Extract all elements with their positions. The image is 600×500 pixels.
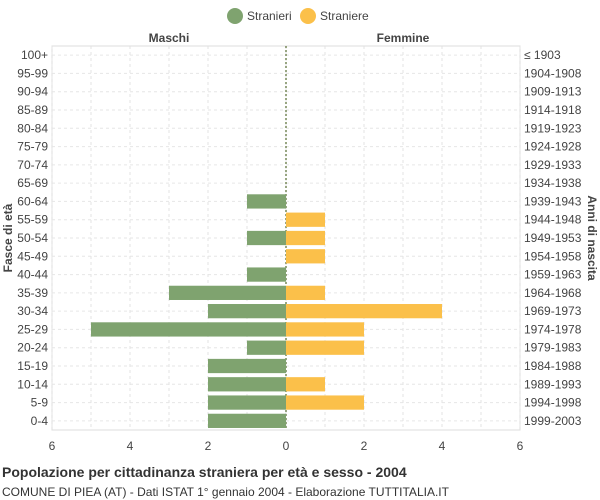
- legend-swatch-straniere: [300, 8, 316, 24]
- birth-year-label: 1929-1933: [524, 158, 582, 172]
- birth-year-label: 1979-1983: [524, 341, 582, 355]
- age-group-label: 95-99: [17, 66, 48, 80]
- birth-year-label: 1939-1943: [524, 194, 582, 208]
- birth-year-label: 1959-1963: [524, 268, 582, 282]
- header-maschi: Maschi: [149, 31, 190, 45]
- bar-stranieri-5-9: [208, 395, 286, 410]
- bar-stranieri-50-54: [247, 230, 286, 246]
- labels: 100+ ≤ 1903 95-99 1904-1908 90-94 1909-1913 85…: [1, 31, 599, 453]
- bar-stranieri-60-64: [247, 194, 286, 209]
- birth-year-label: 1909-1913: [524, 85, 582, 99]
- legend-label-straniere: Straniere: [320, 9, 369, 23]
- chart-title: Popolazione per cittadinanza straniera p…: [2, 464, 407, 480]
- age-group-label: 65-69: [17, 176, 48, 190]
- x-tick-label: 2: [205, 439, 212, 453]
- age-group-label: 15-19: [17, 359, 48, 373]
- x-tick-label: 6: [49, 439, 56, 453]
- x-tick-label: 0: [283, 439, 290, 453]
- bars: [91, 194, 442, 428]
- bar-straniere-30-34: [286, 304, 442, 319]
- legend-label-stranieri: Stranieri: [247, 9, 292, 23]
- bar-stranieri-25-29: [91, 322, 286, 337]
- age-group-label: 80-84: [17, 121, 48, 135]
- bar-stranieri-30-34: [208, 304, 286, 319]
- birth-year-label: 1914-1918: [524, 103, 582, 117]
- bar-straniere-25-29: [286, 322, 364, 337]
- x-tick-label: 4: [127, 439, 134, 453]
- birth-year-label: 1984-1988: [524, 359, 582, 373]
- bar-straniere-5-9: [286, 395, 364, 410]
- birth-year-label: 1964-1968: [524, 286, 582, 300]
- bar-stranieri-35-39: [169, 285, 286, 300]
- bar-stranieri-0-4: [208, 413, 286, 428]
- age-group-label: 30-34: [17, 304, 48, 318]
- bar-straniere-45-49: [286, 249, 325, 264]
- age-group-label: 60-64: [17, 194, 48, 208]
- age-group-label: 25-29: [17, 322, 48, 336]
- legend-swatch-stranieri: [227, 8, 243, 24]
- bar-stranieri-40-44: [247, 267, 286, 282]
- age-group-label: 90-94: [17, 85, 48, 99]
- age-group-label: 45-49: [17, 249, 48, 263]
- age-group-label: 20-24: [17, 341, 48, 355]
- birth-year-label: 1934-1938: [524, 176, 582, 190]
- age-group-label: 35-39: [17, 286, 48, 300]
- age-group-label: 75-79: [17, 140, 48, 154]
- birth-year-label: 1994-1998: [524, 396, 582, 410]
- age-group-label: 70-74: [17, 158, 48, 172]
- bar-straniere-50-54: [286, 230, 325, 246]
- x-tick-label: 6: [517, 439, 524, 453]
- birth-year-label: 1944-1948: [524, 213, 582, 227]
- bar-stranieri-10-14: [208, 377, 286, 392]
- age-group-label: 5-9: [31, 396, 49, 410]
- bar-straniere-10-14: [286, 377, 325, 392]
- bar-straniere-20-24: [286, 340, 364, 355]
- chart-subtitle: COMUNE DI PIEA (AT) - Dati ISTAT 1° genn…: [2, 485, 449, 499]
- age-group-label: 10-14: [17, 377, 48, 391]
- birth-year-label: 1924-1928: [524, 140, 582, 154]
- bar-straniere-35-39: [286, 285, 325, 300]
- bar-stranieri-20-24: [247, 340, 286, 355]
- birth-year-label: 1919-1923: [524, 121, 582, 135]
- age-group-label: 40-44: [17, 268, 48, 282]
- birth-year-label: ≤ 1903: [524, 48, 561, 62]
- birth-year-label: 1999-2003: [524, 414, 582, 428]
- y-axis-title-left: Fasce di età: [1, 203, 15, 272]
- bar-stranieri-15-19: [208, 358, 286, 374]
- bar-straniere-55-59: [286, 212, 325, 227]
- birth-year-label: 1954-1958: [524, 249, 582, 263]
- x-tick-label: 2: [361, 439, 368, 453]
- birth-year-label: 1904-1908: [524, 66, 582, 80]
- birth-year-label: 1969-1973: [524, 304, 582, 318]
- age-group-label: 55-59: [17, 213, 48, 227]
- legend: Stranieri Straniere: [227, 8, 369, 24]
- birth-year-label: 1949-1953: [524, 231, 582, 245]
- age-group-label: 85-89: [17, 103, 48, 117]
- population-pyramid-chart: 100+ ≤ 1903 95-99 1904-1908 90-94 1909-1913 85…: [1, 8, 599, 453]
- age-group-label: 100+: [21, 48, 48, 62]
- age-group-label: 50-54: [17, 231, 48, 245]
- birth-year-label: 1989-1993: [524, 377, 582, 391]
- x-tick-label: 4: [439, 439, 446, 453]
- y-axis-title-right: Anni di nascita: [585, 195, 599, 281]
- birth-year-label: 1974-1978: [524, 322, 582, 336]
- age-group-label: 0-4: [31, 414, 49, 428]
- header-femmine: Femmine: [377, 31, 430, 45]
